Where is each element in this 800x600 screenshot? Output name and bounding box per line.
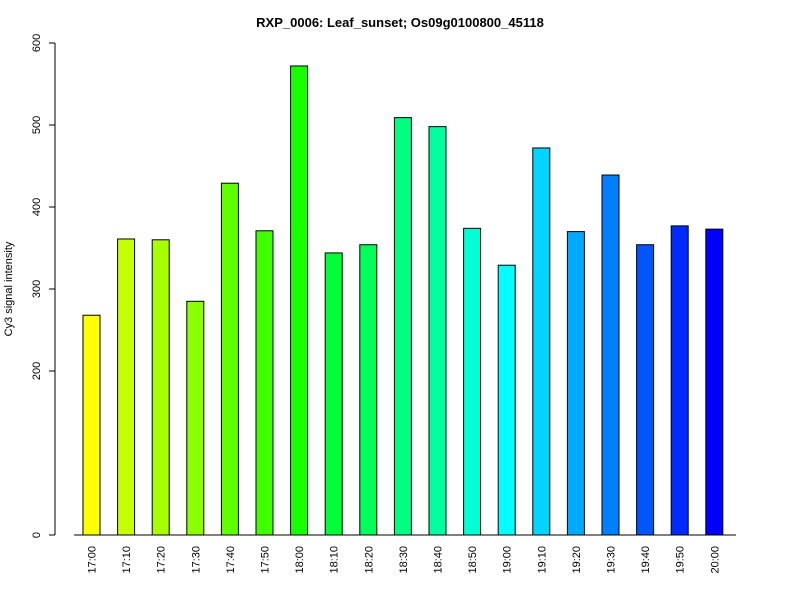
bar-1940	[636, 244, 655, 536]
bars-group	[82, 65, 724, 536]
x-tick-label: 17:10	[121, 546, 133, 574]
x-tick-label: 18:00	[294, 546, 306, 574]
x-tick-label: 17:30	[190, 546, 202, 574]
x-tick-label: 19:10	[536, 546, 548, 574]
x-tick-label: 18:30	[398, 546, 410, 574]
bar-2000	[705, 228, 724, 536]
x-tick-label: 18:40	[433, 546, 445, 574]
bar-1900	[497, 264, 516, 536]
bar-1930	[601, 174, 620, 536]
bar-1810	[324, 252, 343, 536]
bar-1710	[117, 238, 136, 536]
bar-1700	[82, 314, 101, 536]
y-tick-label: 600	[31, 34, 43, 52]
bar-1850	[463, 227, 482, 536]
bar-1800	[290, 65, 309, 536]
x-tick-label: 18:50	[467, 546, 479, 574]
x-tick-label: 17:20	[156, 546, 168, 574]
x-tick-label: 19:00	[502, 546, 514, 574]
bar-1820	[359, 244, 378, 536]
y-tick-label: 300	[31, 280, 43, 298]
x-tick-label: 19:50	[675, 546, 687, 574]
y-axis: 0 200 300 400 500 600	[31, 34, 56, 538]
x-tick-label: 17:40	[225, 546, 237, 574]
y-tick-label: 500	[31, 116, 43, 134]
y-tick-label: 0	[31, 532, 43, 538]
y-tick-label: 200	[31, 362, 43, 380]
bar-1730	[186, 300, 205, 536]
y-axis-label: Cy3 signal intensity	[3, 241, 15, 336]
bar-1950	[670, 225, 689, 536]
chart-title: RXP_0006: Leaf_sunset; Os09g0100800_4511…	[256, 15, 544, 30]
bar-1840	[428, 126, 447, 536]
y-tick-label: 400	[31, 198, 43, 216]
x-tick-label: 17:00	[87, 546, 99, 574]
x-tick-label: 18:20	[363, 546, 375, 574]
bar-1720	[151, 239, 170, 536]
bar-1740	[220, 182, 239, 536]
bar-1750	[255, 230, 274, 536]
bar-1910	[532, 147, 551, 536]
bar-1920	[566, 231, 585, 536]
x-tick-label: 18:10	[329, 546, 341, 574]
x-tick-label: 19:30	[606, 546, 618, 574]
x-axis: 17:00 17:10 17:20 17:30 17:40 17:50 18:00 18:10…	[74, 534, 736, 574]
x-tick-label: 19:40	[640, 546, 652, 574]
x-tick-label: 17:50	[260, 546, 272, 574]
bar-1830	[393, 117, 412, 536]
x-tick-label: 19:20	[571, 546, 583, 574]
x-tick-label: 20:00	[709, 546, 721, 574]
